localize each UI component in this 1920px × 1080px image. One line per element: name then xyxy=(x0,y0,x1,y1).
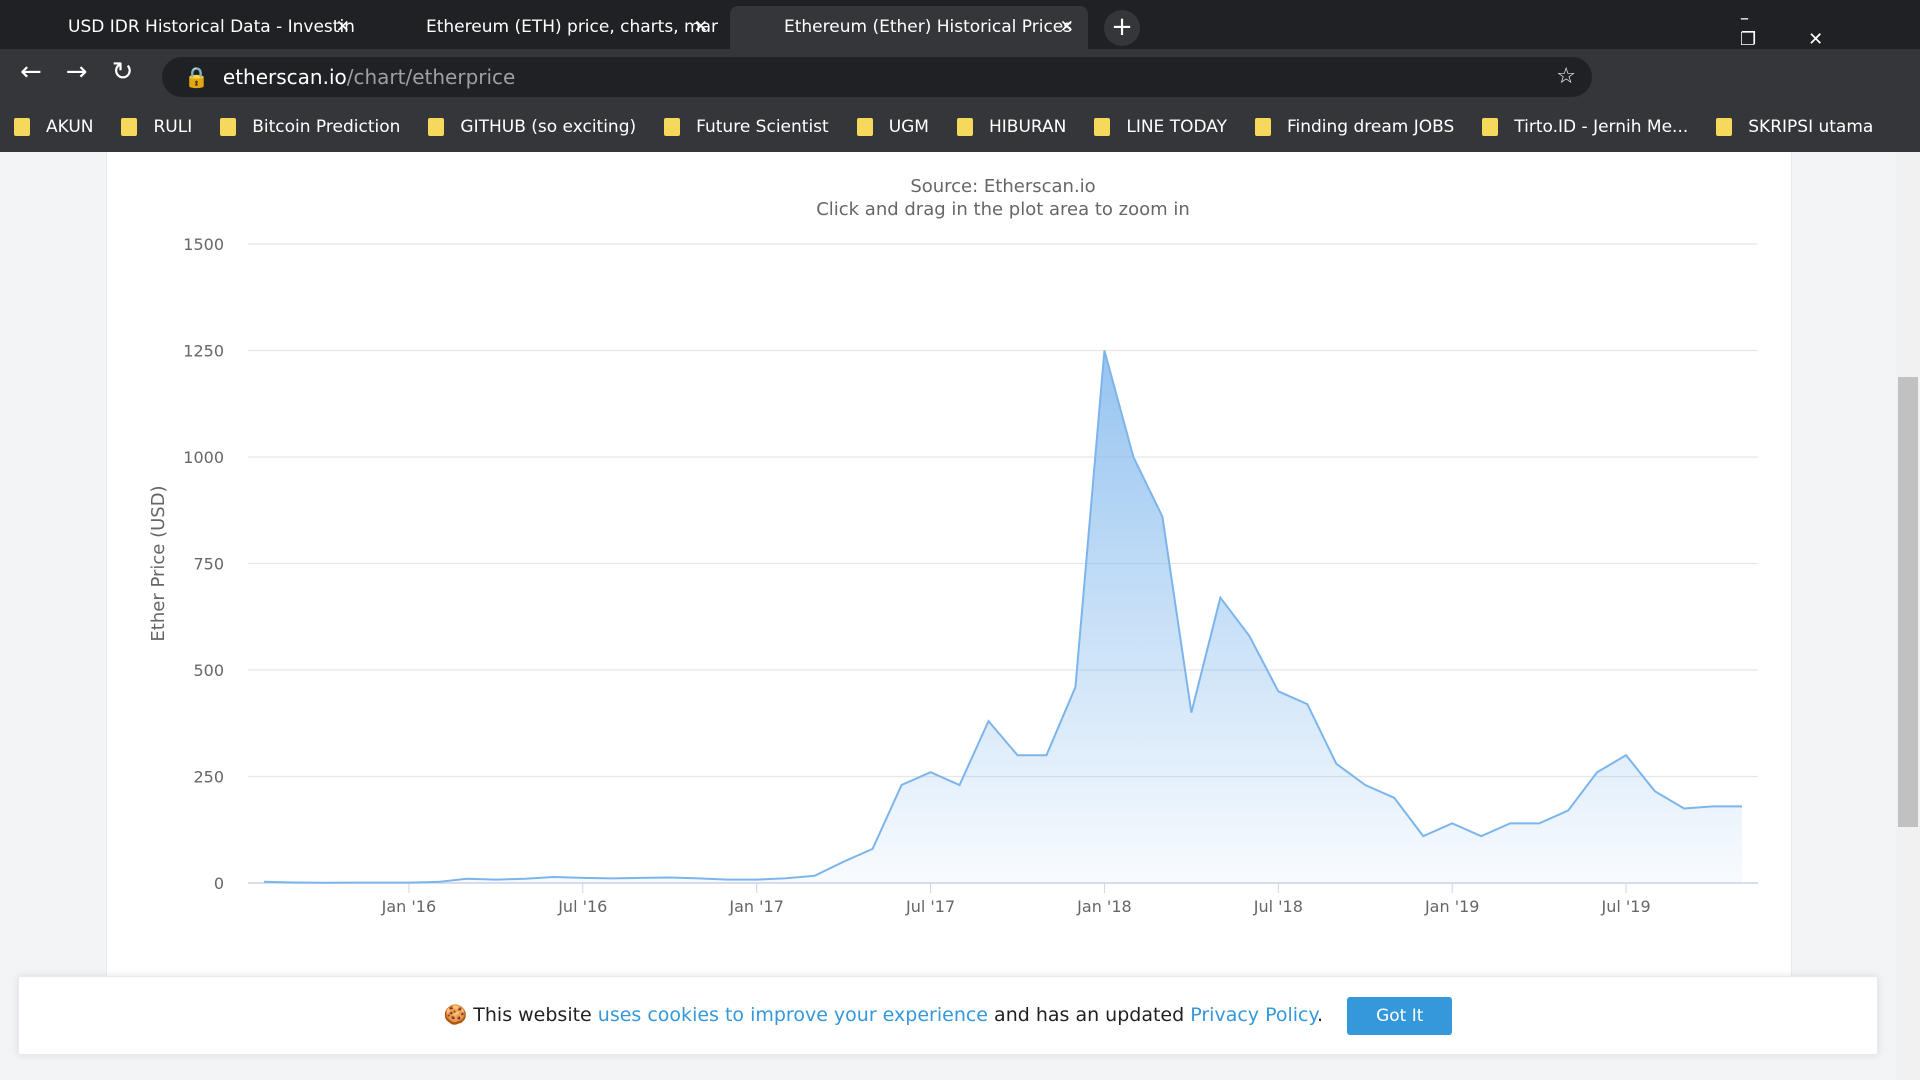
bookmark[interactable]: Future Scientist xyxy=(664,117,829,137)
bookmark[interactable]: Tirto.ID - Jernih Me... xyxy=(1482,117,1688,137)
new-tab[interactable]: + xyxy=(1104,10,1140,46)
got-it-button[interactable]: Got It xyxy=(1347,996,1453,1035)
bookmark-label: Finding dream JOBS xyxy=(1286,117,1455,137)
bookmark-label: AKUN xyxy=(46,117,94,137)
url-host: etherscan.io xyxy=(222,65,347,89)
bookmark[interactable]: AKUN xyxy=(14,117,93,137)
bookmark-label: Bitcoin Prediction xyxy=(252,117,401,137)
x-tick-label: Jul '16 xyxy=(557,897,607,916)
tab-title: Ethereum (ETH) price, charts, mar xyxy=(426,17,718,37)
cookie-banner: 🍪 This website uses cookies to improve y… xyxy=(18,976,1878,1055)
bookmark[interactable]: RULI xyxy=(121,117,192,137)
privacy-link[interactable]: Privacy Policy xyxy=(1190,1004,1318,1026)
y-tick-label: 1000 xyxy=(183,448,224,467)
bookmark[interactable]: Bitcoin Prediction xyxy=(220,117,400,137)
chart-note: Click and drag in the plot area to zoom … xyxy=(816,199,1190,220)
bookmark[interactable]: HIBURAN xyxy=(956,117,1067,137)
x-tick-label: Jul '17 xyxy=(905,897,955,916)
tab-title: Ethereum (Ether) Historical Prices xyxy=(784,17,1073,37)
tab-title: USD IDR Historical Data - Investin xyxy=(68,17,355,37)
y-axis-title: Ether Price (USD) xyxy=(148,485,169,641)
bookmark-label: UGM xyxy=(888,117,929,137)
x-tick-label: Jan '19 xyxy=(1424,897,1480,916)
y-tick-label: 750 xyxy=(193,555,224,574)
chart-subtitle: Source: Etherscan.io xyxy=(910,176,1095,197)
cookie-text: and has an updated xyxy=(994,1004,1185,1026)
x-tick-label: Jul '18 xyxy=(1253,897,1303,916)
bookmark-label: HIBURAN xyxy=(988,117,1067,137)
cookie-text: This website xyxy=(473,1004,592,1026)
bookmark[interactable]: SKRIPSI utama xyxy=(1716,117,1873,137)
bookmark[interactable]: LINE TODAY xyxy=(1094,117,1227,137)
x-tick-label: Jan '17 xyxy=(728,897,784,916)
bookmark-label: GITHUB (so exciting) xyxy=(460,117,637,137)
bookmark[interactable]: Finding dream JOBS xyxy=(1254,117,1455,137)
bookmark-label: Tirto.ID - Jernih Me... xyxy=(1514,117,1689,137)
x-tick-label: Jan '18 xyxy=(1076,897,1132,916)
tab[interactable]: Ethereum (ETH) price, charts, mar ✕ xyxy=(426,17,718,37)
cookie-link[interactable]: uses cookies to improve your experience xyxy=(597,1004,988,1026)
y-tick-label: 0 xyxy=(214,874,224,893)
bookmarks-bar: AKUN RULI Bitcoin Prediction GITHUB (so exc… xyxy=(0,102,1920,152)
chart-card: Source: Etherscan.io Click and drag in th… xyxy=(106,152,1792,982)
bookmark[interactable]: UGM xyxy=(856,117,929,137)
bookmark-label: LINE TODAY xyxy=(1126,117,1227,137)
tab-strip: USD IDR Historical Data - Investin ✕ Ethe… xyxy=(0,0,1920,50)
y-tick-label: 250 xyxy=(193,768,224,787)
scroll-thumb[interactable] xyxy=(1898,377,1918,827)
y-tick-label: 500 xyxy=(193,661,224,680)
bookmark-label: RULI xyxy=(153,117,193,137)
bookmark[interactable]: GITHUB (so exciting) xyxy=(428,117,636,137)
cookie-text: . xyxy=(1317,1004,1324,1026)
price-line xyxy=(263,350,1742,884)
x-tick-label: Jan '16 xyxy=(381,897,437,916)
tab[interactable]: Ethereum (Ether) Historical Prices ✕ xyxy=(730,6,1088,49)
y-tick-label: 1500 xyxy=(183,235,224,254)
nav-buttons[interactable]: ←→↻ xyxy=(20,57,158,87)
tab[interactable]: USD IDR Historical Data - Investin ✕ xyxy=(68,17,355,37)
url-path: /chart/etherprice xyxy=(346,65,516,89)
address-bar[interactable]: 🔒 etherscan.io/chart/etherprice ☆ xyxy=(162,57,1592,97)
y-tick-label: 1250 xyxy=(183,342,224,361)
bookmark-label: Future Scientist xyxy=(696,117,829,137)
x-tick-label: Jul '19 xyxy=(1601,897,1651,916)
bookmark-label: SKRIPSI utama xyxy=(1748,117,1874,137)
area-fill xyxy=(264,350,1742,883)
window-controls[interactable]: –❐✕ xyxy=(1740,8,1876,50)
